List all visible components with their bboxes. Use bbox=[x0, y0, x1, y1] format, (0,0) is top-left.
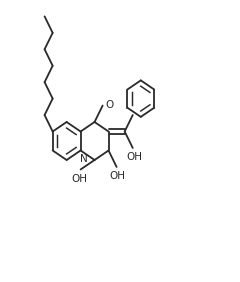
Text: N: N bbox=[80, 155, 87, 164]
Text: OH: OH bbox=[72, 174, 87, 184]
Text: OH: OH bbox=[126, 152, 142, 162]
Text: OH: OH bbox=[110, 171, 126, 181]
Text: O: O bbox=[105, 100, 114, 110]
